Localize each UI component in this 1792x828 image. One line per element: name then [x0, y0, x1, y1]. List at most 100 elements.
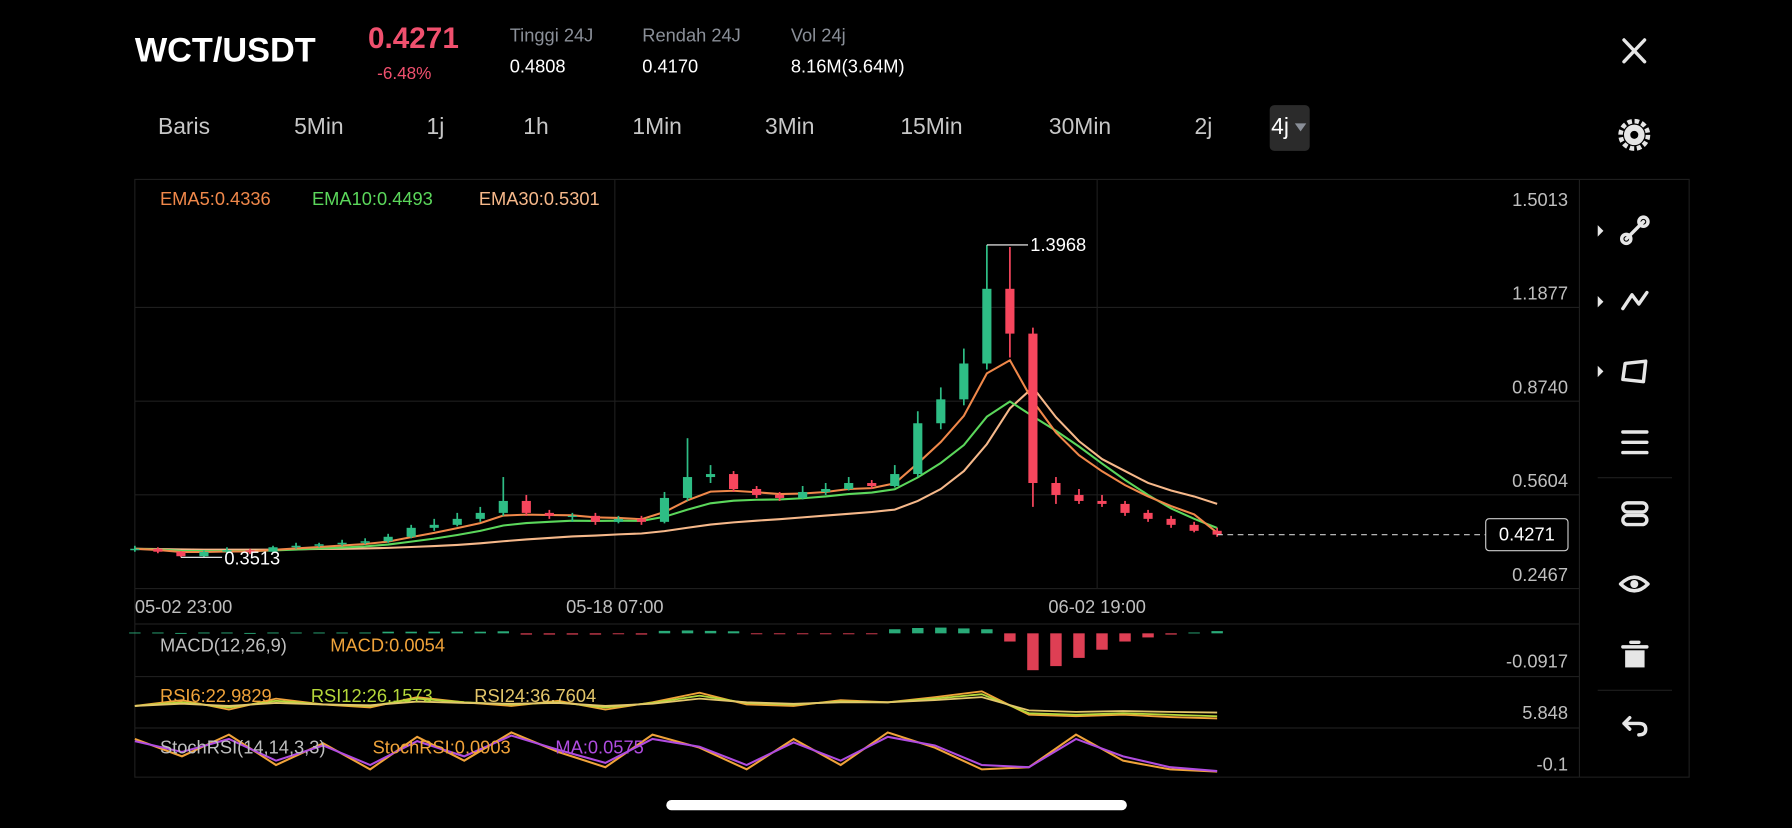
candle-body: [936, 399, 946, 424]
tool-line-end[interactable]: [1620, 232, 1633, 246]
stat-value: 8.16M(3.64M): [791, 55, 905, 76]
tool-line-end[interactable]: [1637, 215, 1650, 228]
macd-bar: [175, 632, 187, 634]
stoch-axis-label: -0.1: [1537, 754, 1568, 775]
candle-body: [1097, 500, 1107, 504]
tab[interactable]: 1j: [427, 113, 445, 139]
tab[interactable]: 4j: [1271, 113, 1289, 139]
legend-entry: EMA30:0.5301: [479, 188, 600, 209]
candle-body: [959, 363, 969, 400]
macd-bar: [566, 633, 579, 635]
candle-body: [1212, 530, 1222, 535]
macd-bar: [889, 629, 901, 634]
macd-label: MACD(12,26,9): [160, 635, 287, 656]
candle-body: [291, 545, 301, 548]
pair: WCT/USDT: [135, 32, 316, 70]
macd-bar: [474, 631, 486, 634]
tab[interactable]: 5Min: [294, 113, 344, 139]
tool-undo[interactable]: [1622, 716, 1648, 737]
macd-bar: [451, 631, 463, 634]
settings[interactable]: [1618, 118, 1651, 151]
tab[interactable]: Baris: [158, 113, 210, 139]
x-tick-label: 05-18 07:00: [566, 596, 664, 617]
macd-bar: [842, 633, 855, 635]
tool-polyline[interactable]: [1621, 290, 1649, 311]
candle-body: [498, 500, 508, 513]
rsi-label: RSI24:36.7604: [474, 685, 596, 706]
tool-layers[interactable]: [1621, 501, 1649, 514]
macd-bar: [1050, 633, 1062, 667]
macd-bar: [290, 632, 302, 634]
tool-trash[interactable]: [1625, 650, 1645, 668]
legend-entry: EMA10:0.4493: [312, 188, 433, 209]
tool-eye[interactable]: [1618, 575, 1650, 593]
candle-body: [475, 512, 485, 519]
home-indicator: [666, 800, 1127, 811]
macd-bar: [1073, 633, 1085, 658]
macd-bar: [819, 633, 832, 635]
tool-shape[interactable]: [1621, 359, 1648, 384]
candle-body: [844, 483, 854, 489]
macd-bar: [382, 631, 394, 634]
candle-body: [153, 548, 163, 552]
candle-body: [567, 515, 577, 518]
macd-bar: [935, 627, 947, 634]
macd-bar: [773, 633, 786, 635]
expand[interactable]: [1597, 296, 1604, 308]
gear-teeth[interactable]: [1618, 118, 1651, 151]
close-icon[interactable]: [1622, 38, 1647, 64]
candle-body: [1028, 333, 1038, 484]
candle-body: [1166, 518, 1176, 525]
gear-hole: [1630, 130, 1639, 139]
expand[interactable]: [1597, 225, 1604, 237]
tab[interactable]: 2j: [1195, 113, 1213, 139]
stoch-line: [134, 734, 1218, 773]
candle-body: [360, 541, 370, 543]
close-button[interactable]: [1622, 38, 1647, 64]
macd-bar: [1188, 632, 1200, 634]
macd-bar: [520, 633, 533, 635]
candle-body: [659, 497, 670, 522]
candle-body: [636, 518, 647, 522]
y-tick-label: 1.5013: [1512, 189, 1568, 210]
macd-bar: [981, 629, 993, 634]
candle-body: [890, 474, 900, 486]
tab[interactable]: 30Min: [1049, 113, 1111, 139]
macd-bar: [1211, 631, 1223, 634]
price: 0.4271: [368, 22, 459, 55]
last-price-tag: [1485, 518, 1569, 552]
macd-bar: [428, 631, 440, 634]
macd-bar: [336, 632, 348, 634]
tool-trash-lid[interactable]: [1621, 640, 1649, 649]
stat-label: Vol 24j: [791, 24, 846, 45]
candle-body: [337, 542, 347, 545]
tool-eye-pupil[interactable]: [1630, 580, 1639, 588]
candle-body: [314, 544, 324, 546]
rsi-label: RSI6:22.9829: [160, 685, 272, 706]
change: -6.48%: [377, 63, 431, 83]
macd-bar: [612, 633, 625, 635]
candle-body: [682, 477, 693, 498]
tool-layers[interactable]: [1621, 513, 1649, 527]
candle-body: [1120, 503, 1130, 513]
tab[interactable]: 1Min: [632, 113, 682, 139]
x-tick-label: 05-02 23:00: [135, 596, 233, 617]
candle-body: [798, 491, 808, 498]
macd-bar: [221, 632, 233, 634]
tab[interactable]: 15Min: [900, 113, 962, 139]
expand[interactable]: [1597, 365, 1604, 378]
low-label: 0.3513: [224, 547, 280, 568]
candle-body: [752, 488, 762, 495]
macd-bar: [244, 632, 256, 634]
macd-bar: [727, 631, 740, 634]
tab[interactable]: 1h: [523, 113, 548, 139]
macd-bar: [267, 632, 279, 634]
tool-settings[interactable]: [1621, 430, 1649, 455]
tab[interactable]: 3Min: [765, 113, 815, 139]
macd-bar: [704, 630, 717, 634]
stat-label: Rendah 24J: [642, 24, 741, 45]
tab-dropdown[interactable]: [1294, 123, 1307, 132]
